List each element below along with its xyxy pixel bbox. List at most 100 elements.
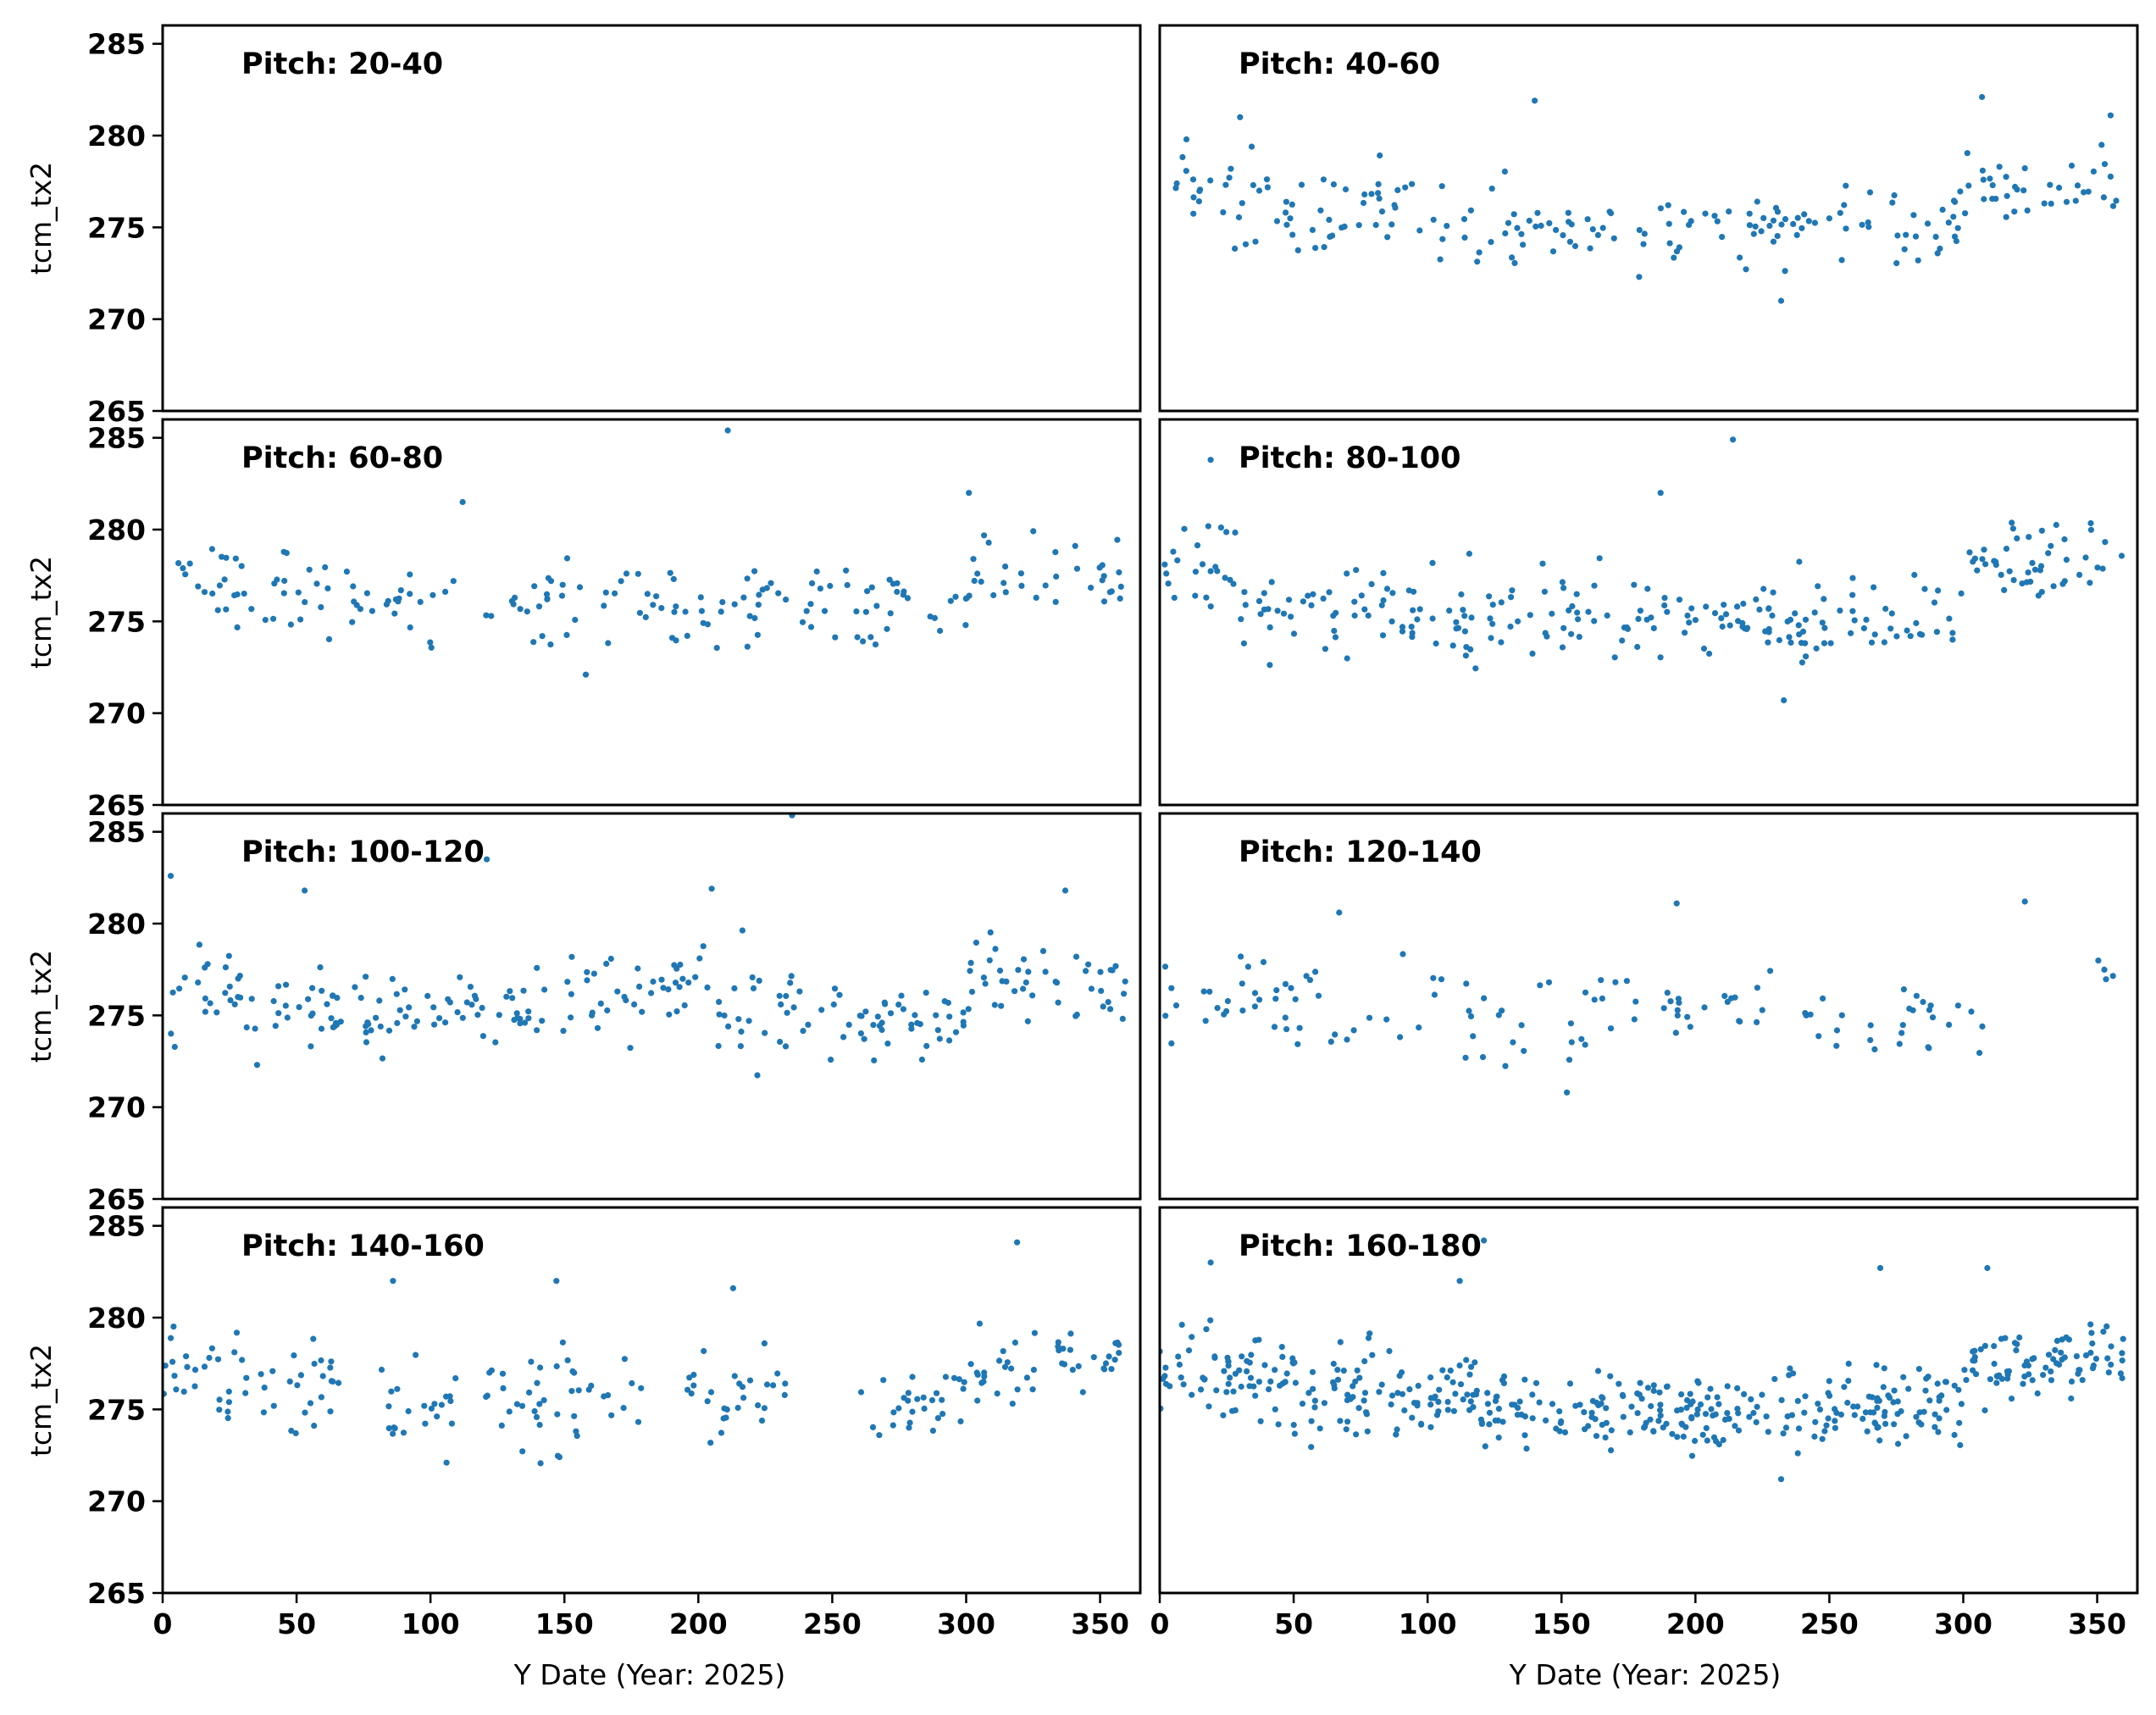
data-point bbox=[1956, 1419, 1963, 1426]
data-point bbox=[729, 1285, 737, 1291]
data-point bbox=[206, 1354, 213, 1362]
data-point bbox=[1482, 1443, 1488, 1450]
data-point bbox=[283, 550, 290, 557]
data-point bbox=[1728, 995, 1735, 1002]
data-point bbox=[1950, 197, 1958, 204]
data-point bbox=[1383, 586, 1391, 592]
data-point bbox=[234, 624, 241, 631]
data-point bbox=[906, 1419, 913, 1426]
data-point bbox=[1794, 214, 1801, 221]
data-point bbox=[869, 1424, 877, 1430]
data-point bbox=[407, 571, 413, 578]
data-point bbox=[1718, 615, 1725, 622]
data-point bbox=[2081, 189, 2087, 196]
data-point bbox=[554, 1411, 561, 1418]
x-tick-label: 0 bbox=[153, 1607, 173, 1640]
data-point bbox=[1257, 1418, 1264, 1424]
data-point bbox=[1277, 1382, 1283, 1389]
data-point bbox=[1743, 266, 1749, 273]
data-point bbox=[677, 961, 684, 969]
data-point bbox=[1905, 1385, 1912, 1392]
data-point bbox=[328, 1015, 335, 1022]
data-point bbox=[196, 941, 202, 948]
data-point bbox=[1887, 625, 1894, 632]
data-point bbox=[2108, 1343, 2114, 1350]
data-point bbox=[1863, 616, 1870, 624]
data-point bbox=[1933, 629, 1940, 635]
data-point bbox=[383, 601, 390, 608]
data-point bbox=[539, 633, 546, 640]
data-point bbox=[447, 1397, 454, 1405]
data-point bbox=[2117, 1370, 2124, 1377]
data-point bbox=[996, 967, 1004, 974]
data-point bbox=[558, 592, 566, 599]
data-point bbox=[283, 981, 290, 988]
data-point bbox=[1409, 180, 1416, 187]
x-tick-label: 200 bbox=[669, 1607, 728, 1640]
data-point bbox=[1232, 529, 1239, 536]
data-point bbox=[1115, 1341, 1122, 1348]
data-point bbox=[1378, 602, 1385, 608]
data-point bbox=[1189, 176, 1197, 183]
panel-title: Pitch: 40-60 bbox=[1239, 47, 1440, 81]
data-point bbox=[2100, 1329, 2107, 1335]
data-point bbox=[1882, 605, 1889, 613]
data-point bbox=[1179, 153, 1186, 161]
data-point bbox=[1750, 230, 1757, 237]
data-point bbox=[1532, 1379, 1540, 1386]
data-point bbox=[756, 977, 762, 984]
y-tick-label: 285 bbox=[87, 1210, 146, 1243]
data-point bbox=[1410, 607, 1416, 613]
data-point bbox=[991, 1002, 998, 1008]
data-point bbox=[191, 1367, 199, 1374]
data-point bbox=[1436, 1386, 1443, 1393]
x-tick-label: 150 bbox=[535, 1607, 594, 1640]
x-tick-label: 350 bbox=[2068, 1607, 2126, 1640]
data-point bbox=[1499, 1418, 1506, 1425]
data-point bbox=[813, 568, 820, 575]
data-point bbox=[223, 554, 230, 561]
data-point bbox=[1529, 1391, 1536, 1398]
data-point bbox=[1173, 180, 1180, 187]
data-point bbox=[1437, 256, 1444, 263]
data-point bbox=[350, 583, 357, 590]
data-point bbox=[1756, 606, 1763, 613]
data-point bbox=[213, 1009, 220, 1016]
data-point bbox=[1891, 191, 1898, 199]
data-point bbox=[1222, 574, 1228, 581]
data-point bbox=[1114, 536, 1121, 543]
data-point bbox=[1430, 974, 1437, 981]
data-point bbox=[1409, 634, 1416, 641]
data-point bbox=[601, 602, 607, 609]
data-point bbox=[1998, 571, 2004, 579]
data-point bbox=[1227, 1374, 1233, 1381]
data-point bbox=[518, 1402, 526, 1409]
data-point bbox=[1833, 1027, 1841, 1034]
data-point bbox=[1777, 297, 1785, 304]
data-point bbox=[1185, 1347, 1193, 1354]
data-point bbox=[1876, 1437, 1883, 1444]
data-point bbox=[2048, 200, 2054, 207]
y-tick-label: 275 bbox=[87, 1393, 146, 1426]
data-point bbox=[648, 990, 655, 996]
data-point bbox=[1280, 610, 1288, 617]
data-point bbox=[1636, 1391, 1643, 1398]
data-point bbox=[241, 591, 247, 597]
data-point bbox=[1777, 1476, 1785, 1483]
data-point bbox=[1843, 225, 1849, 232]
data-point bbox=[223, 606, 230, 613]
data-point bbox=[2100, 194, 2107, 201]
data-point bbox=[1351, 598, 1358, 605]
data-point bbox=[830, 1001, 837, 1008]
data-point bbox=[1694, 1406, 1701, 1413]
data-point bbox=[1099, 562, 1106, 569]
data-point bbox=[1721, 992, 1728, 999]
data-point bbox=[318, 604, 324, 611]
data-point bbox=[1657, 205, 1664, 212]
data-point bbox=[1075, 1363, 1082, 1369]
data-point bbox=[1472, 665, 1479, 672]
data-point bbox=[392, 596, 399, 603]
data-point bbox=[1566, 238, 1573, 245]
data-point bbox=[1826, 1378, 1832, 1385]
